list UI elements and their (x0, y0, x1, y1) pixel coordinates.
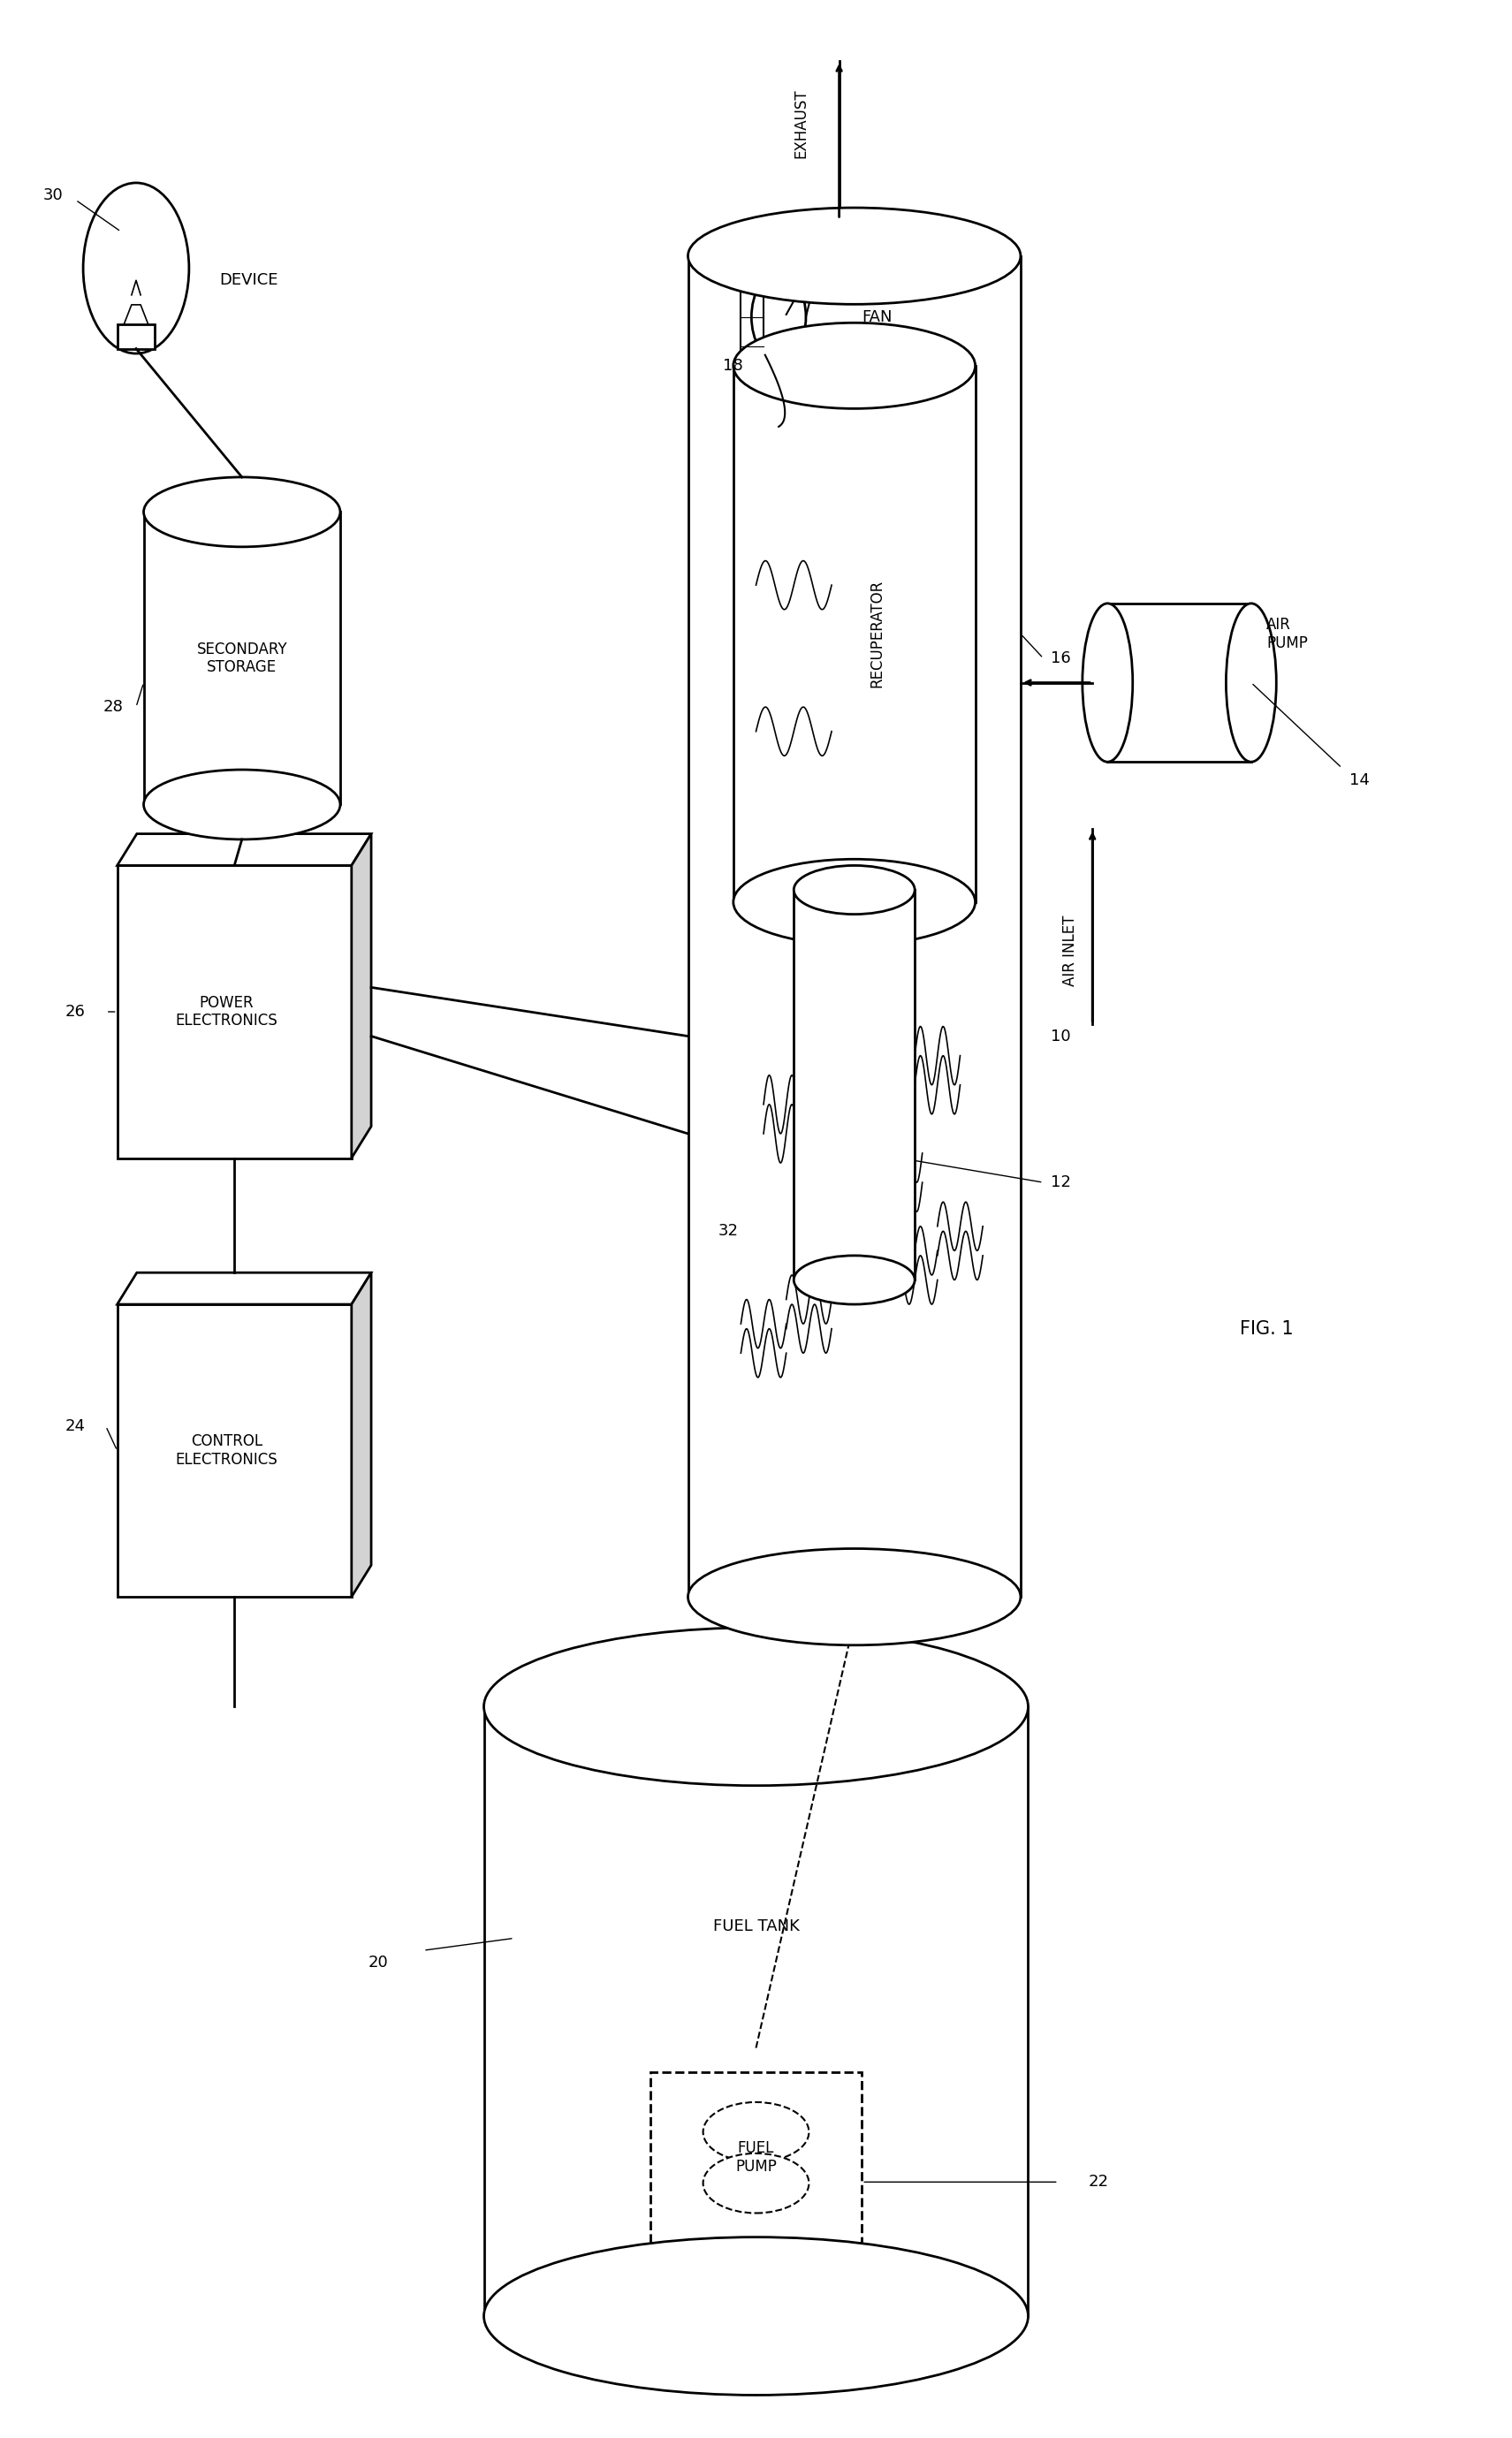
Text: 12: 12 (1051, 1175, 1070, 1190)
Text: CONTROL
ELECTRONICS: CONTROL ELECTRONICS (175, 1434, 278, 1468)
Text: SECONDARY
STORAGE: SECONDARY STORAGE (197, 641, 287, 675)
Text: 24: 24 (65, 1419, 86, 1434)
Text: DEVICE: DEVICE (219, 273, 278, 288)
Text: FUEL TANK: FUEL TANK (712, 1919, 800, 1933)
Ellipse shape (144, 478, 340, 546)
Text: 30: 30 (42, 188, 64, 202)
Text: POWER
ELECTRONICS: POWER ELECTRONICS (175, 995, 278, 1029)
Bar (733, 366, 975, 902)
Ellipse shape (1083, 605, 1132, 761)
Bar (118, 865, 351, 1158)
Ellipse shape (794, 1256, 915, 1304)
Bar (144, 512, 340, 805)
Text: 22: 22 (1089, 2175, 1108, 2189)
Bar (1107, 605, 1250, 761)
Ellipse shape (484, 1629, 1028, 1785)
Text: FUEL
PUMP: FUEL PUMP (735, 2141, 777, 2175)
Ellipse shape (484, 2238, 1028, 2394)
Ellipse shape (733, 858, 975, 946)
Text: EXHAUST: EXHAUST (794, 90, 809, 158)
Text: 32: 32 (718, 1224, 738, 1239)
Ellipse shape (1226, 605, 1276, 761)
Text: 18: 18 (723, 358, 744, 373)
Text: AIR INLET: AIR INLET (1061, 914, 1078, 987)
Bar (118, 1304, 351, 1597)
Text: FAN: FAN (862, 310, 892, 324)
Ellipse shape (703, 2102, 809, 2163)
Bar (741, 273, 764, 361)
Polygon shape (118, 324, 154, 349)
Ellipse shape (688, 207, 1021, 305)
Bar (688, 256, 1021, 1597)
Ellipse shape (703, 2153, 809, 2214)
Text: 14: 14 (1349, 773, 1370, 787)
Text: RECUPERATOR: RECUPERATOR (869, 580, 885, 688)
Polygon shape (351, 834, 372, 1158)
Text: 26: 26 (65, 1004, 86, 1019)
Polygon shape (351, 1273, 372, 1597)
Text: 20: 20 (367, 1955, 389, 1970)
Text: FIG. 1: FIG. 1 (1240, 1319, 1293, 1338)
Text: 10: 10 (1051, 1029, 1070, 1043)
Text: 16: 16 (1051, 651, 1070, 666)
Ellipse shape (144, 770, 340, 839)
Text: AIR
PUMP: AIR PUMP (1267, 617, 1308, 651)
Bar (484, 1707, 1028, 2316)
Ellipse shape (794, 865, 915, 914)
Ellipse shape (688, 1548, 1021, 1646)
Bar (794, 890, 915, 1280)
Polygon shape (118, 834, 372, 865)
Bar (650, 2072, 862, 2243)
Polygon shape (118, 1273, 372, 1304)
Text: 28: 28 (103, 700, 124, 714)
Ellipse shape (733, 322, 975, 410)
